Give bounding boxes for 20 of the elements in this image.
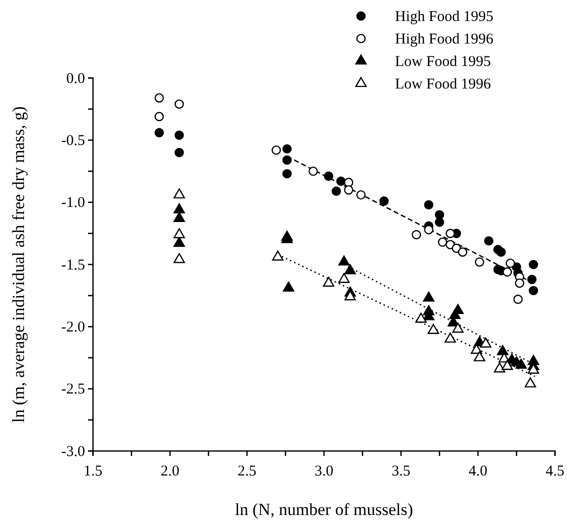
x-axis-title: ln (N, number of mussels) [234,500,414,519]
legend-label: Low Food 1995 [395,54,491,70]
legend-label: High Food 1996 [395,32,494,48]
x-tick-label: 3.5 [392,464,410,480]
y-tick-label: -1.5 [61,257,85,274]
legend-label: Low Food 1996 [395,76,492,92]
y-tick-label: -2.5 [61,382,85,398]
y-tick-label: -3.0 [61,444,85,460]
y-tick-label: 0.0 [66,70,85,87]
y-tick-label: -0.5 [61,132,85,149]
y-tick-label: -2.0 [61,319,85,336]
x-tick-label: 4.5 [546,464,564,480]
x-tick-label: 4.0 [468,464,488,480]
y-axis-title: ln (m, average individual ash free dry mass, g) [9,106,28,423]
x-tick-label: 2.0 [160,464,180,480]
x-tick-label: 2.5 [238,464,256,480]
x-tick-label: 3.0 [314,464,334,480]
legend-label: High Food 1995 [395,9,494,25]
x-tick-label: 1.5 [84,464,102,480]
y-tick-label: -1.0 [61,195,85,212]
